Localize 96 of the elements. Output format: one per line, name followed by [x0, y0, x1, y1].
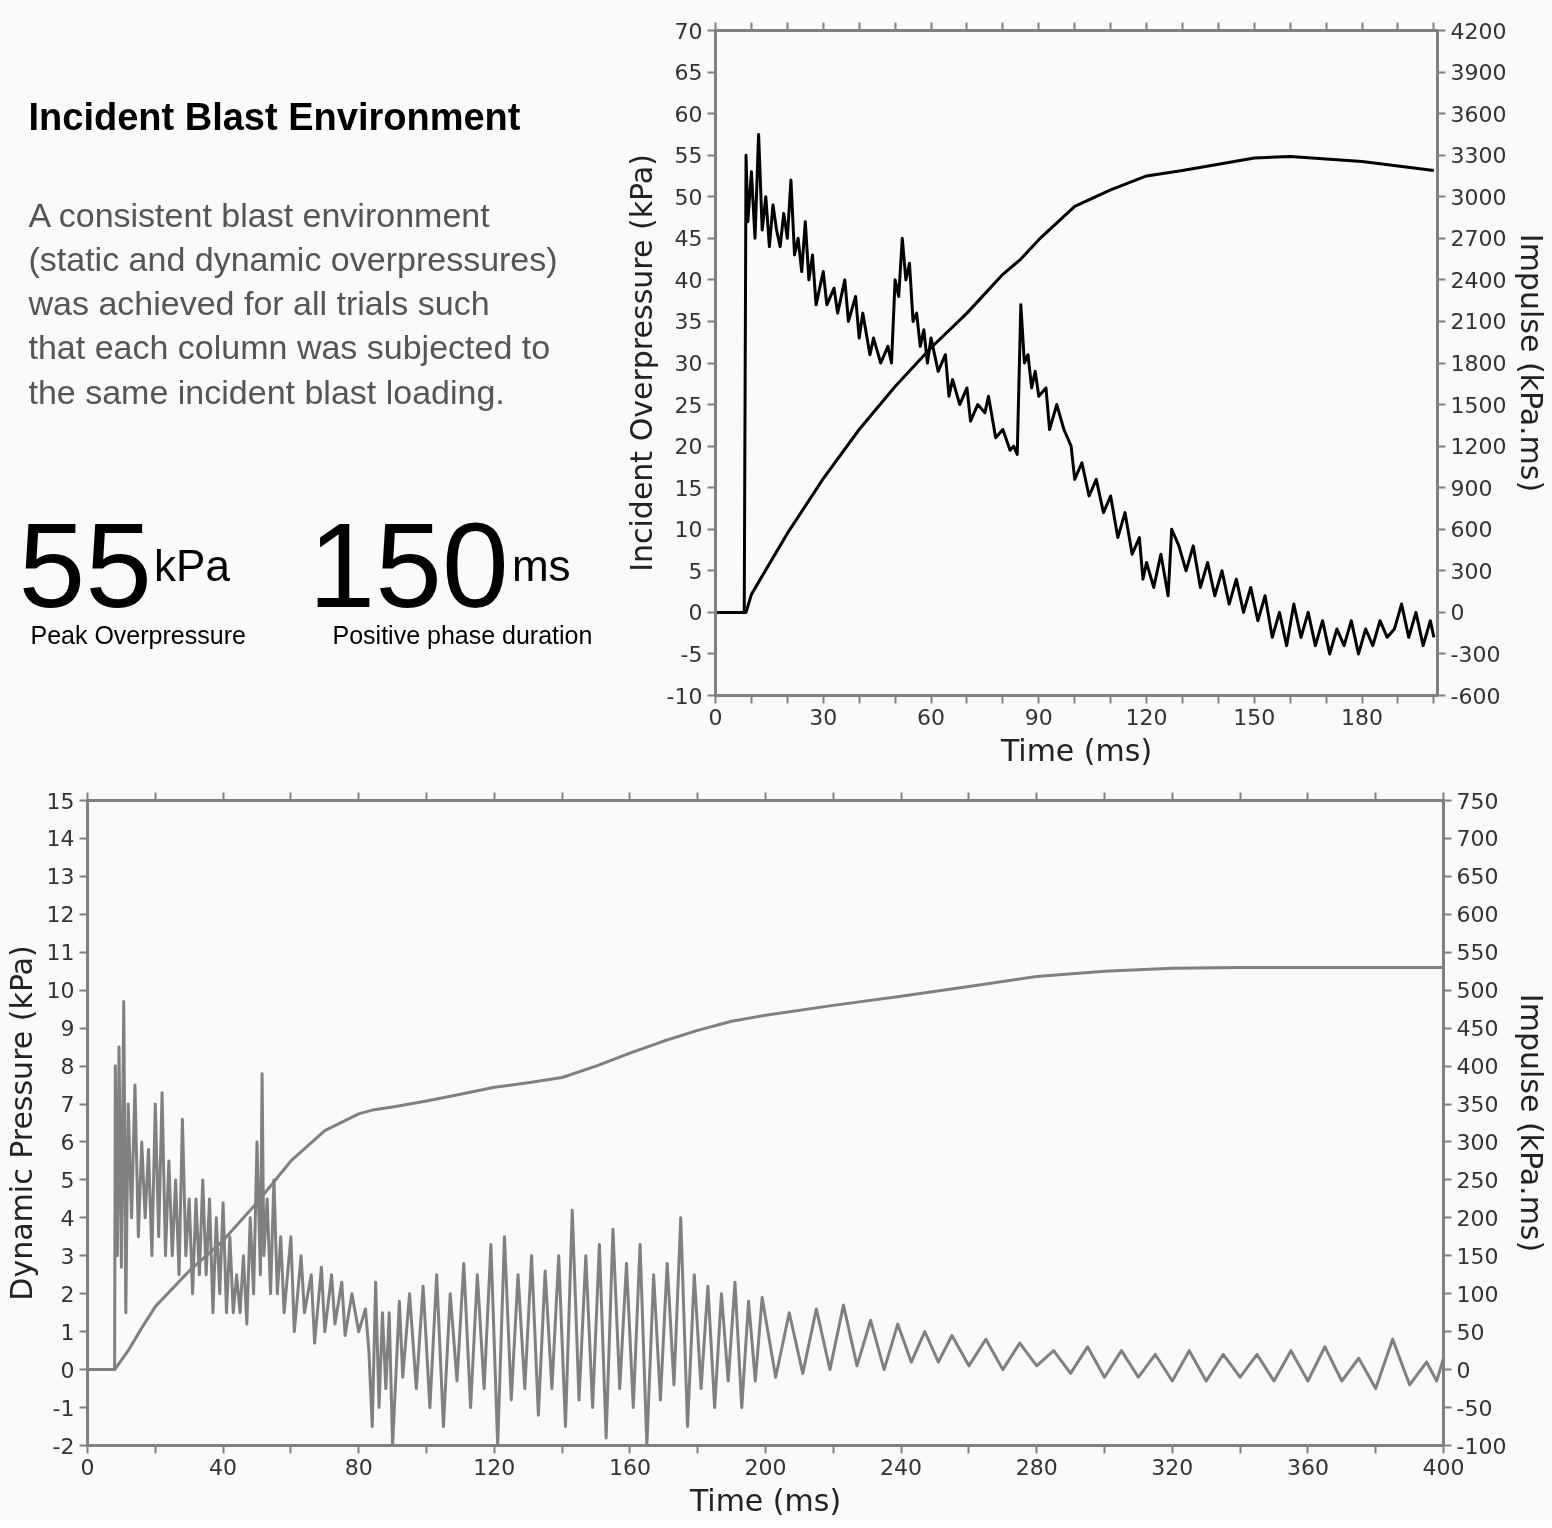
text: ms: [511, 541, 571, 591]
x-tick-label: 30: [809, 704, 838, 730]
x-tick-label: 0: [708, 704, 723, 730]
y2-tick-label: 0: [1450, 600, 1465, 626]
x-tick-label: 80: [344, 1454, 373, 1480]
y2-tick-label: 600: [1450, 517, 1493, 543]
y2-tick-label: 550: [1456, 940, 1499, 966]
y-tick-label: 5: [60, 1167, 75, 1193]
y-tick-label: 0: [60, 1357, 75, 1383]
y2-tick-label: 0: [1456, 1357, 1471, 1383]
y-tick-label: 70: [674, 18, 703, 44]
y-tick-label: -5: [680, 641, 703, 667]
y2-tick-label: 300: [1450, 558, 1493, 584]
y-tick-label: 2: [60, 1281, 75, 1307]
x-tick-label: 60: [917, 704, 946, 730]
x-tick-label: 0: [80, 1454, 95, 1480]
text: Incident Blast Environment: [28, 96, 521, 139]
x-tick-label: 150: [1233, 704, 1276, 730]
y2-tick-label: 350: [1456, 1092, 1499, 1118]
x-tick-label: 280: [1015, 1454, 1058, 1480]
y2-tick-label: 200: [1456, 1205, 1499, 1231]
y2-tick-label: 600: [1456, 902, 1499, 928]
y2-tick-label: 650: [1456, 864, 1499, 890]
x-tick-label: 120: [473, 1454, 516, 1480]
y-tick-label: 15: [46, 788, 75, 814]
y2-axis-title: Impulse (kPa.ms): [1514, 993, 1550, 1253]
x-tick-label: 90: [1024, 704, 1053, 730]
y-tick-label: 11: [46, 940, 75, 966]
y-tick-label: 25: [674, 392, 703, 418]
y-tick-label: 45: [674, 226, 703, 252]
y-tick-label: 10: [674, 517, 703, 543]
y2-tick-label: 3000: [1450, 184, 1507, 210]
y-axis-title: Dynamic Pressure (kPa): [3, 945, 39, 1301]
y2-tick-label: -600: [1450, 683, 1501, 709]
y-tick-label: -2: [52, 1433, 75, 1459]
x-tick-label: 320: [1151, 1454, 1194, 1480]
y-tick-label: 30: [674, 351, 703, 376]
y2-tick-label: -300: [1450, 641, 1501, 667]
y-tick-label: 15: [674, 475, 703, 501]
y-tick-label: 13: [46, 864, 75, 890]
y-tick-label: 60: [674, 101, 703, 127]
y2-tick-label: 1200: [1450, 434, 1507, 460]
y2-tick-label: 1500: [1450, 392, 1507, 418]
y2-tick-label: 450: [1456, 1016, 1499, 1042]
x-axis-title: Time (ms): [999, 732, 1153, 768]
y2-axis-title: Impulse (kPa.ms): [1514, 233, 1550, 493]
y-tick-label: 6: [60, 1129, 75, 1155]
y-axis-title: Incident Overpressure (kPa): [623, 154, 659, 572]
y2-tick-label: 2100: [1450, 309, 1507, 335]
y-tick-label: 35: [674, 309, 703, 335]
y-tick-label: 1: [60, 1319, 75, 1345]
y2-tick-label: 500: [1456, 978, 1499, 1004]
x-tick-label: 160: [608, 1454, 651, 1480]
y2-tick-label: 900: [1450, 475, 1493, 501]
y2-tick-label: 250: [1456, 1167, 1499, 1193]
y2-tick-label: 700: [1456, 826, 1499, 852]
y-tick-label: 14: [46, 826, 75, 852]
y2-tick-label: 2700: [1450, 226, 1507, 252]
y2-tick-label: 4200: [1450, 18, 1507, 44]
y2-tick-label: 50: [1456, 1319, 1485, 1345]
y-tick-label: 20: [674, 434, 703, 460]
y-tick-label: 0: [688, 600, 703, 626]
y-tick-label: 55: [674, 143, 703, 169]
y2-tick-label: 100: [1456, 1281, 1499, 1307]
x-axis-title: Time (ms): [688, 1482, 842, 1518]
text: kPa: [154, 541, 231, 591]
y-tick-label: -1: [52, 1395, 75, 1421]
y-tick-label: 3: [60, 1243, 75, 1269]
y2-tick-label: 400: [1456, 1054, 1499, 1080]
y2-tick-label: -50: [1456, 1395, 1493, 1421]
y2-tick-label: 1800: [1450, 351, 1507, 376]
y-tick-label: 9: [60, 1016, 75, 1042]
x-tick-label: 120: [1125, 704, 1168, 730]
y2-tick-label: 2400: [1450, 267, 1507, 293]
x-tick-label: 360: [1286, 1454, 1329, 1480]
y-tick-label: 10: [46, 978, 75, 1004]
x-tick-label: 200: [744, 1454, 787, 1480]
y-tick-label: 40: [674, 267, 703, 293]
x-tick-label: 240: [880, 1454, 923, 1480]
y2-tick-label: 750: [1456, 788, 1499, 814]
y-tick-label: 8: [60, 1054, 75, 1080]
y-tick-label: -10: [666, 683, 703, 709]
x-tick-label: 180: [1341, 704, 1384, 730]
y2-tick-label: 300: [1456, 1129, 1499, 1155]
y2-tick-label: 3300: [1450, 143, 1507, 169]
text: A consistent blast environment (static and dynamic overpressures) was achieved for all trials such that each column was subjected to the same incident blast loading.: [27, 196, 558, 411]
y2-tick-label: 150: [1456, 1243, 1499, 1269]
y-tick-label: 12: [46, 902, 75, 928]
y-tick-label: 5: [688, 558, 703, 584]
y-tick-label: 50: [674, 184, 703, 210]
y2-tick-label: 3600: [1450, 101, 1507, 127]
y-tick-label: 7: [60, 1092, 75, 1118]
y2-tick-label: 3900: [1450, 60, 1507, 86]
y-tick-label: 65: [674, 60, 703, 86]
x-tick-label: 40: [209, 1454, 238, 1480]
y-tick-label: 4: [60, 1205, 75, 1231]
